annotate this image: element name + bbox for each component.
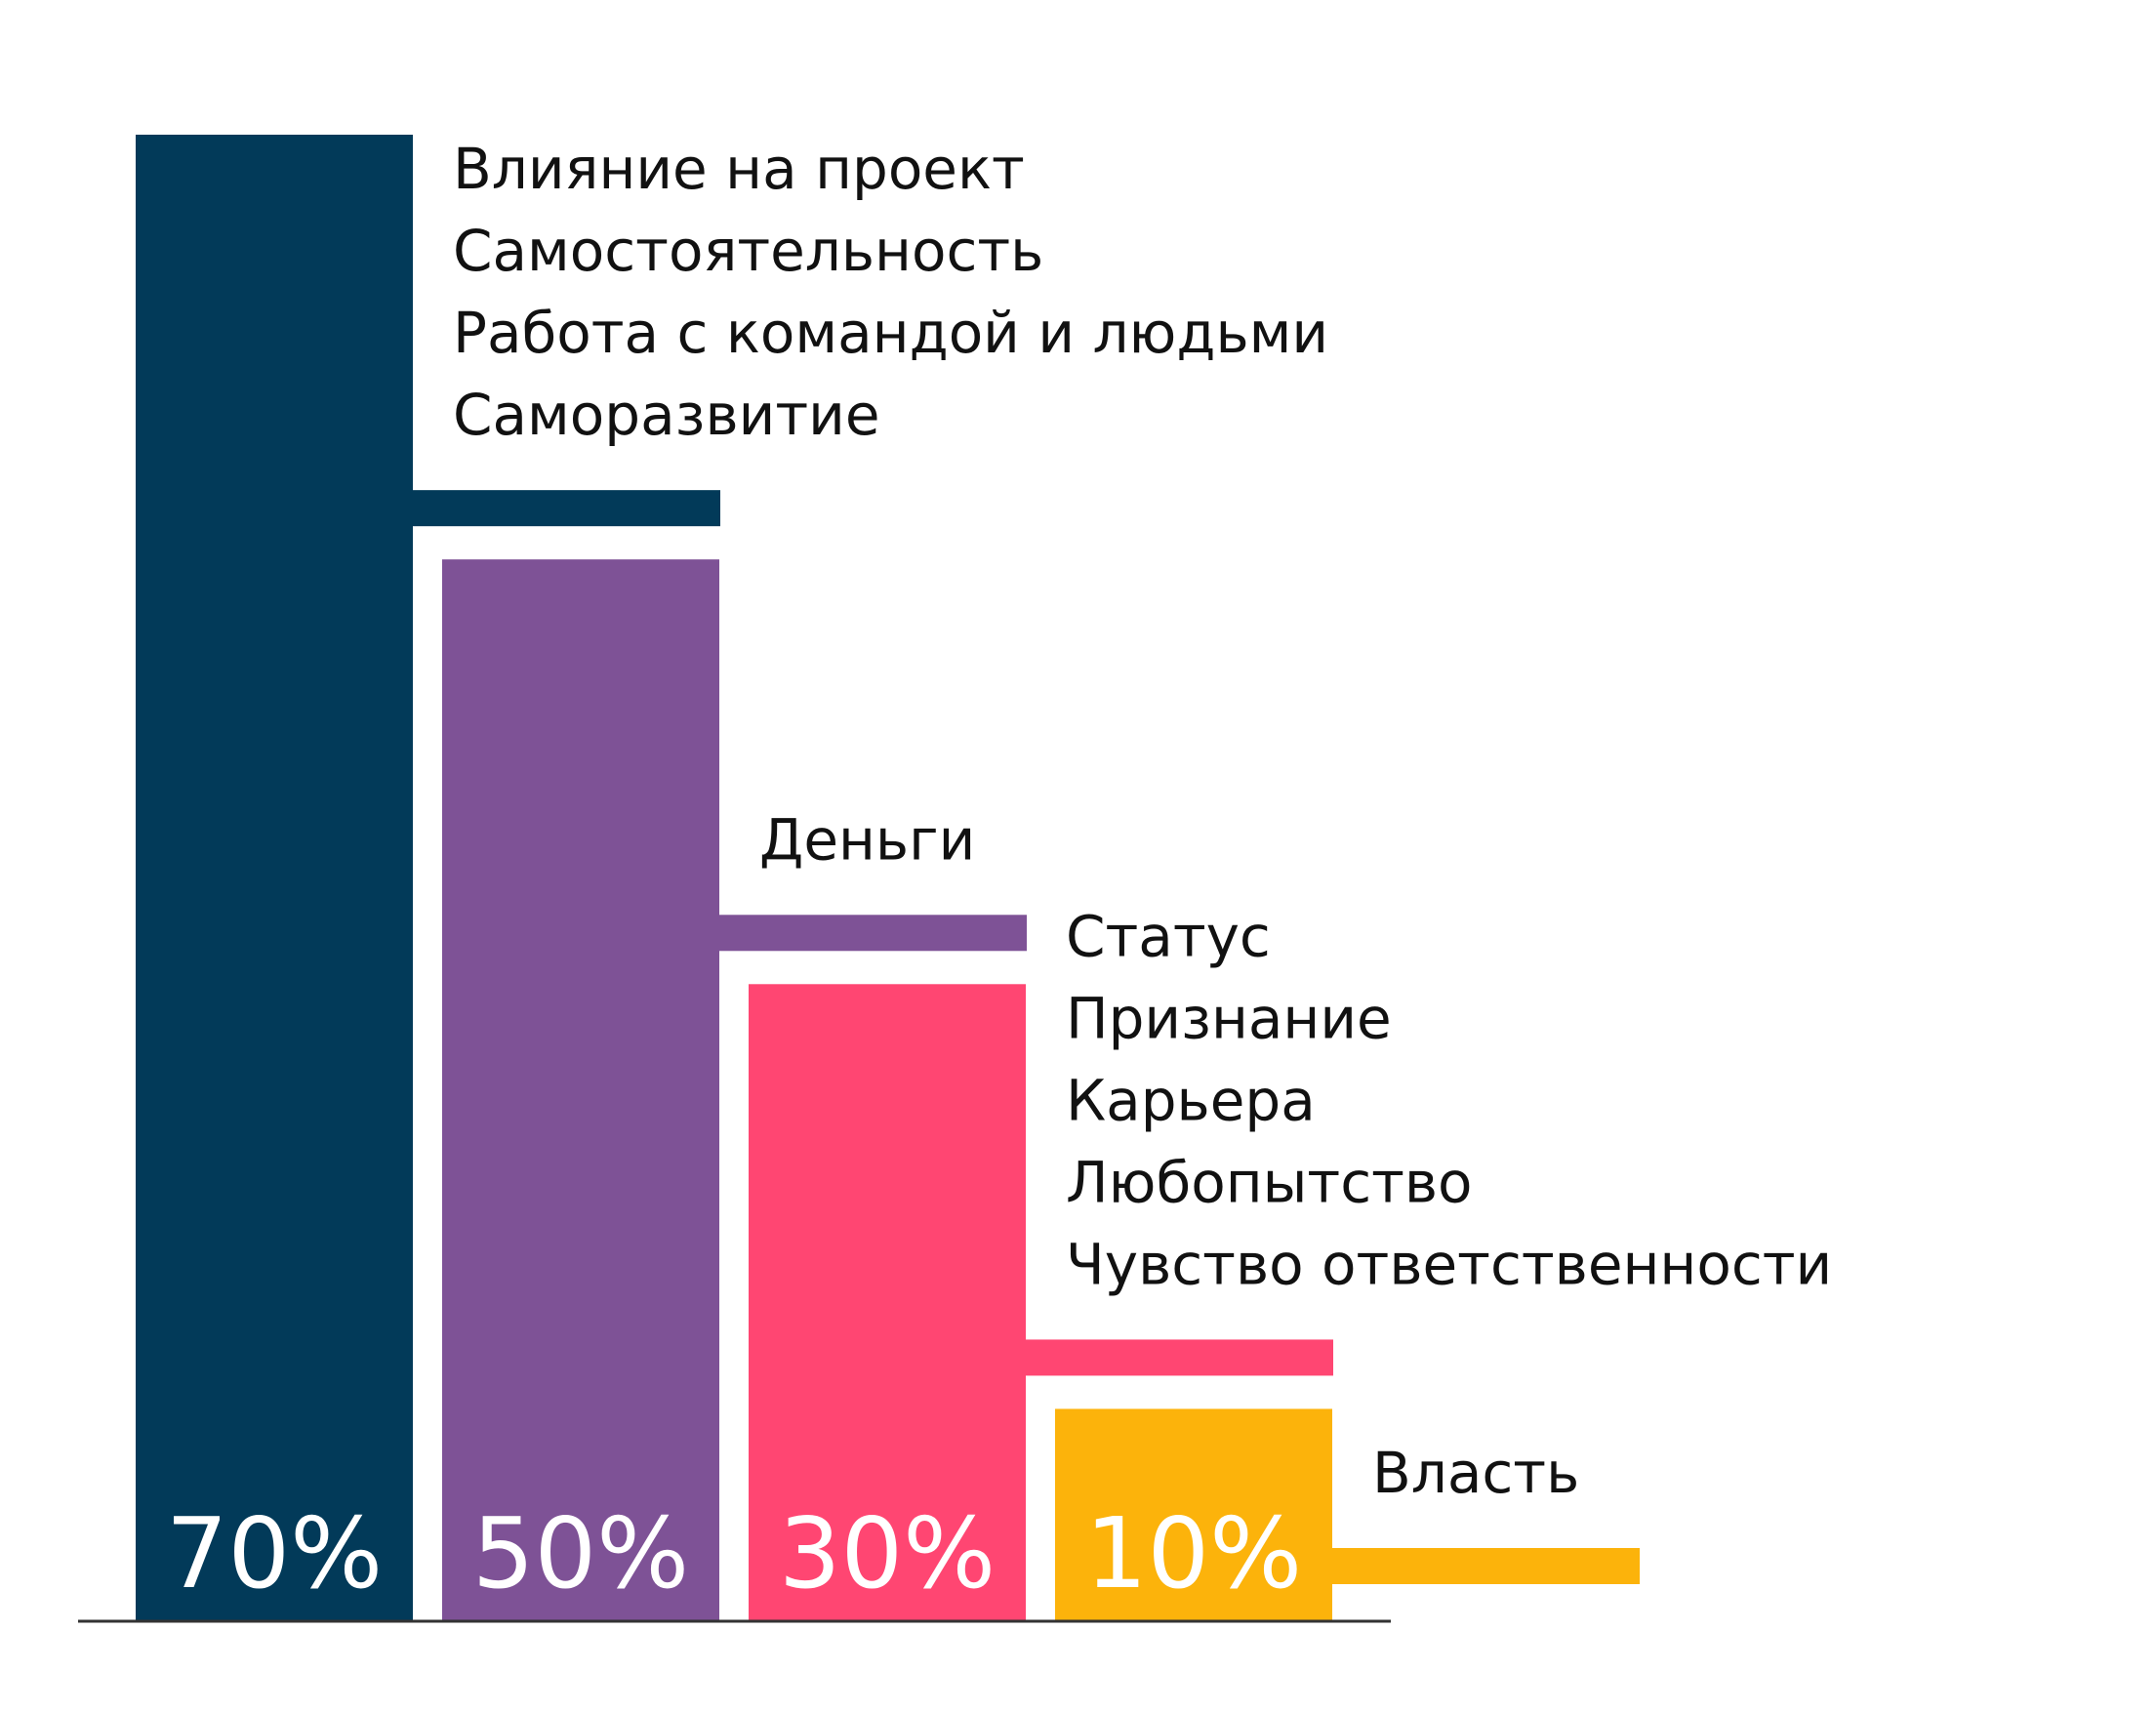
bar-1 [442, 559, 719, 1622]
percent-labels-layer: 70% 50% 30% 10% [166, 1496, 1302, 1610]
value-label: 70% [166, 1496, 383, 1610]
labels-layer: Влияние на проект Самостоятельность Работа… [453, 136, 1832, 1506]
ledges-layer [413, 490, 1640, 1584]
category-label: Статус [1066, 903, 1271, 969]
bars-layer [136, 135, 1332, 1622]
category-label: Влияние на проект [453, 136, 1025, 202]
bar-2 [749, 984, 1026, 1621]
ledge-2 [1026, 1339, 1333, 1376]
ledge-3 [1332, 1548, 1640, 1584]
category-label: Любопытство [1066, 1149, 1473, 1215]
ledge-0 [413, 490, 720, 527]
value-label: 10% [1085, 1496, 1302, 1610]
category-label: Карьера [1066, 1067, 1316, 1133]
value-label: 50% [472, 1496, 689, 1610]
ledge-1 [719, 915, 1027, 952]
bar-3 [1055, 1408, 1332, 1621]
bar-0 [136, 135, 413, 1621]
category-label: Работа с командой и людьми [453, 300, 1328, 366]
category-label: Чувство ответственности [1066, 1231, 1832, 1297]
category-label: Признание [1066, 985, 1392, 1051]
category-label: Власть [1372, 1440, 1579, 1506]
category-label: Самостоятельность [453, 218, 1043, 284]
value-label: 30% [779, 1496, 996, 1610]
category-label: Деньги [759, 806, 975, 873]
category-label: Саморазвитие [453, 382, 880, 448]
